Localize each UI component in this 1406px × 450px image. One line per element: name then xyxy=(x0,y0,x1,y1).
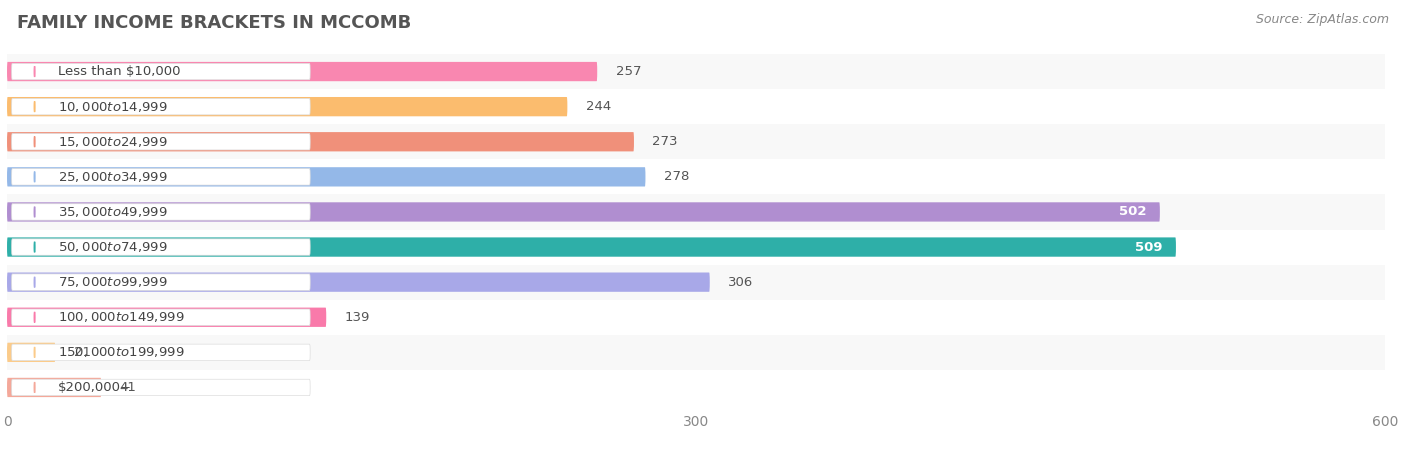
Text: Source: ZipAtlas.com: Source: ZipAtlas.com xyxy=(1256,14,1389,27)
Text: 502: 502 xyxy=(1119,206,1146,218)
Text: $50,000 to $74,999: $50,000 to $74,999 xyxy=(58,240,167,254)
Text: $100,000 to $149,999: $100,000 to $149,999 xyxy=(58,310,184,324)
Bar xyxy=(7,300,1385,335)
Text: 278: 278 xyxy=(664,171,689,183)
Text: 139: 139 xyxy=(344,311,370,324)
FancyBboxPatch shape xyxy=(11,63,311,80)
FancyBboxPatch shape xyxy=(7,238,1175,256)
FancyBboxPatch shape xyxy=(7,62,598,81)
FancyBboxPatch shape xyxy=(11,99,311,115)
Bar xyxy=(7,194,1385,230)
FancyBboxPatch shape xyxy=(7,202,1160,221)
Text: $25,000 to $34,999: $25,000 to $34,999 xyxy=(58,170,167,184)
Text: $150,000 to $199,999: $150,000 to $199,999 xyxy=(58,345,184,360)
FancyBboxPatch shape xyxy=(7,132,634,151)
FancyBboxPatch shape xyxy=(11,274,311,290)
Text: $75,000 to $99,999: $75,000 to $99,999 xyxy=(58,275,167,289)
Text: 244: 244 xyxy=(586,100,612,113)
Text: Less than $10,000: Less than $10,000 xyxy=(58,65,180,78)
Text: $15,000 to $24,999: $15,000 to $24,999 xyxy=(58,135,167,149)
Bar xyxy=(7,230,1385,265)
FancyBboxPatch shape xyxy=(11,309,311,325)
Text: 509: 509 xyxy=(1135,241,1163,253)
Text: 21: 21 xyxy=(73,346,90,359)
Bar xyxy=(7,89,1385,124)
Text: 306: 306 xyxy=(728,276,754,288)
Text: 273: 273 xyxy=(652,135,678,148)
FancyBboxPatch shape xyxy=(7,273,710,292)
FancyBboxPatch shape xyxy=(11,344,311,360)
FancyBboxPatch shape xyxy=(7,343,55,362)
Bar xyxy=(7,335,1385,370)
Text: $10,000 to $14,999: $10,000 to $14,999 xyxy=(58,99,167,114)
Text: 41: 41 xyxy=(120,381,136,394)
FancyBboxPatch shape xyxy=(11,239,311,255)
FancyBboxPatch shape xyxy=(11,379,311,396)
Bar xyxy=(7,124,1385,159)
FancyBboxPatch shape xyxy=(11,204,311,220)
Text: $200,000+: $200,000+ xyxy=(58,381,132,394)
Text: $35,000 to $49,999: $35,000 to $49,999 xyxy=(58,205,167,219)
Bar xyxy=(7,370,1385,405)
Bar xyxy=(7,265,1385,300)
FancyBboxPatch shape xyxy=(7,308,326,327)
FancyBboxPatch shape xyxy=(7,97,568,116)
Text: FAMILY INCOME BRACKETS IN MCCOMB: FAMILY INCOME BRACKETS IN MCCOMB xyxy=(17,14,411,32)
Text: 257: 257 xyxy=(616,65,641,78)
FancyBboxPatch shape xyxy=(11,169,311,185)
Bar xyxy=(7,54,1385,89)
Bar xyxy=(7,159,1385,194)
FancyBboxPatch shape xyxy=(7,167,645,186)
FancyBboxPatch shape xyxy=(11,134,311,150)
FancyBboxPatch shape xyxy=(7,378,101,397)
